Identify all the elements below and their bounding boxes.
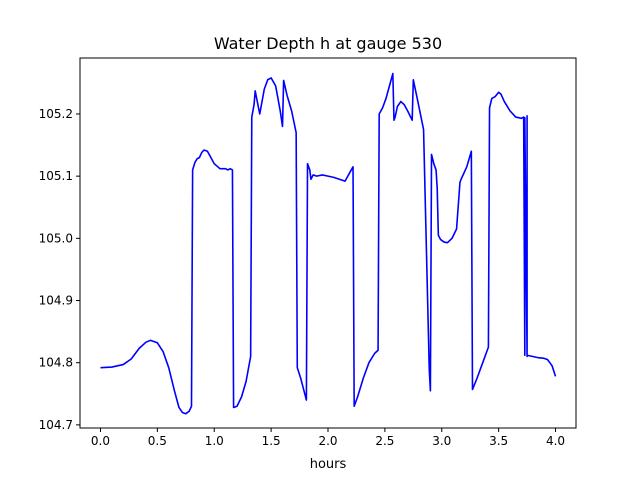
x-axis: 0.0 0.5 1.0 1.5 2.0 2.5 3.0 3.5 4.0 [91, 428, 565, 448]
x-tick-label: 2.0 [318, 434, 337, 448]
x-tick-label: 4.0 [546, 434, 565, 448]
y-tick-label: 105.1 [39, 169, 73, 183]
y-axis: 104.7 104.8 104.9 105.0 105.1 105.2 [39, 107, 80, 432]
x-axis-label: hours [310, 457, 347, 472]
data-line [100, 72, 557, 415]
y-tick-label: 105.0 [39, 231, 73, 245]
y-tick-label: 104.7 [39, 418, 73, 432]
x-tick-label: 1.5 [262, 434, 281, 448]
y-tick-label: 104.8 [39, 356, 73, 370]
x-tick-label: 1.0 [205, 434, 224, 448]
chart-title: Water Depth h at gauge 530 [214, 34, 442, 53]
x-tick-label: 2.5 [375, 434, 394, 448]
x-tick-label: 0.0 [91, 434, 110, 448]
x-tick-label: 3.0 [432, 434, 451, 448]
x-tick-label: 0.5 [148, 434, 167, 448]
x-tick-label: 3.5 [489, 434, 508, 448]
y-tick-label: 104.9 [39, 294, 73, 308]
y-tick-label: 105.2 [39, 107, 73, 121]
